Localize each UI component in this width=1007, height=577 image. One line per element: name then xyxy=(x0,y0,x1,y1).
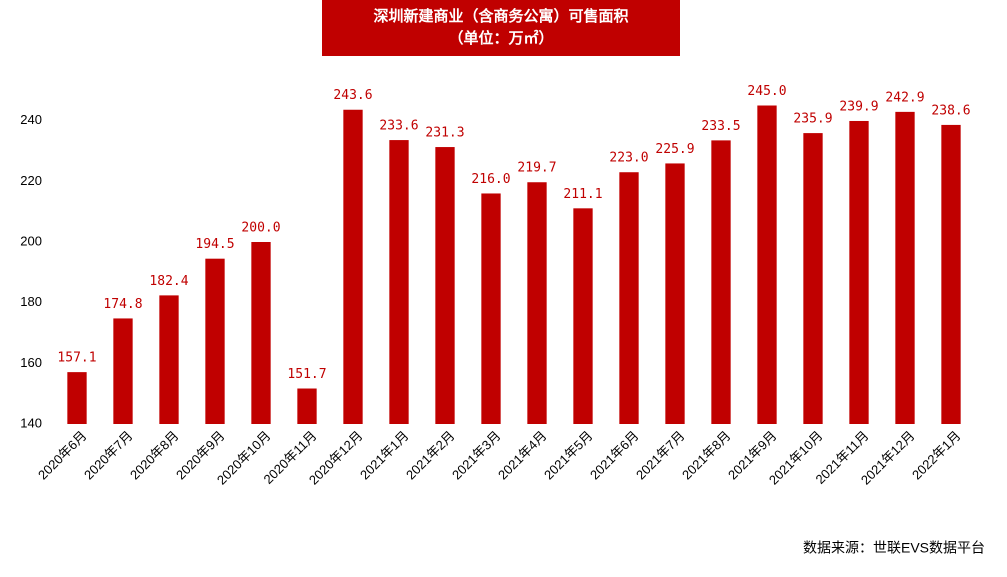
value-label: 225.9 xyxy=(655,142,694,157)
bar xyxy=(389,140,409,424)
value-label: 242.9 xyxy=(885,90,924,105)
value-label: 238.6 xyxy=(931,103,970,118)
value-label: 239.9 xyxy=(839,99,878,114)
bar xyxy=(849,120,869,424)
x-tick-label: 2021年7月 xyxy=(633,428,688,483)
x-tick-label: 2021年5月 xyxy=(541,428,596,483)
value-label: 174.8 xyxy=(103,297,142,312)
value-label: 194.5 xyxy=(195,237,234,252)
x-tick-label: 2020年7月 xyxy=(81,428,136,483)
value-label: 182.4 xyxy=(149,274,188,289)
bar xyxy=(481,193,501,424)
x-tick-label: 2020年8月 xyxy=(127,428,182,483)
value-label: 233.5 xyxy=(701,119,740,134)
value-label: 243.6 xyxy=(333,88,372,103)
x-tick-label: 2020年6月 xyxy=(35,428,90,483)
bar xyxy=(895,111,915,425)
value-label: 233.6 xyxy=(379,119,418,134)
value-label: 216.0 xyxy=(471,172,510,187)
x-tick-label: 2021年6月 xyxy=(587,428,642,483)
value-label: 219.7 xyxy=(517,161,556,176)
x-tick-label: 2021年3月 xyxy=(449,428,504,483)
bar xyxy=(527,182,547,424)
bar xyxy=(343,109,363,424)
x-tick-label: 2021年2月 xyxy=(403,428,458,483)
value-label: 151.7 xyxy=(287,367,326,382)
y-tick-label: 180 xyxy=(20,294,42,309)
y-tick-label: 240 xyxy=(20,112,42,127)
bar xyxy=(573,208,593,424)
bar xyxy=(159,295,179,424)
x-tick-label: 2022年1月 xyxy=(909,428,964,483)
x-tick-label: 2021年8月 xyxy=(679,428,734,483)
bar xyxy=(619,172,639,424)
value-label: 223.0 xyxy=(609,151,648,166)
bar xyxy=(757,105,777,424)
value-label: 245.0 xyxy=(747,84,786,99)
source-note: 数据来源：世联EVS数据平台 xyxy=(803,540,985,556)
bar xyxy=(67,372,87,424)
value-label: 211.1 xyxy=(563,187,602,202)
y-tick-label: 220 xyxy=(20,173,42,188)
title-box xyxy=(322,0,680,56)
x-tick-label: 2021年4月 xyxy=(495,428,550,483)
x-tick-label: 2021年1月 xyxy=(357,428,412,483)
y-tick-label: 160 xyxy=(20,355,42,370)
bar xyxy=(297,388,317,424)
value-label: 231.3 xyxy=(425,126,464,141)
y-tick-label: 140 xyxy=(20,415,42,430)
chart-title: 深圳新建商业（含商务公寓）可售面积 xyxy=(373,7,628,25)
bar xyxy=(251,242,271,424)
value-label: 200.0 xyxy=(241,221,280,236)
bar xyxy=(205,258,225,424)
bar xyxy=(941,124,961,424)
value-label: 235.9 xyxy=(793,112,832,127)
bar xyxy=(113,318,133,424)
value-label: 157.1 xyxy=(57,351,96,366)
bar xyxy=(711,140,731,424)
chart-subtitle: （单位：万㎡） xyxy=(448,29,553,47)
y-tick-label: 200 xyxy=(20,233,42,248)
bar xyxy=(665,163,685,425)
bar xyxy=(435,147,455,424)
bar xyxy=(803,133,823,424)
